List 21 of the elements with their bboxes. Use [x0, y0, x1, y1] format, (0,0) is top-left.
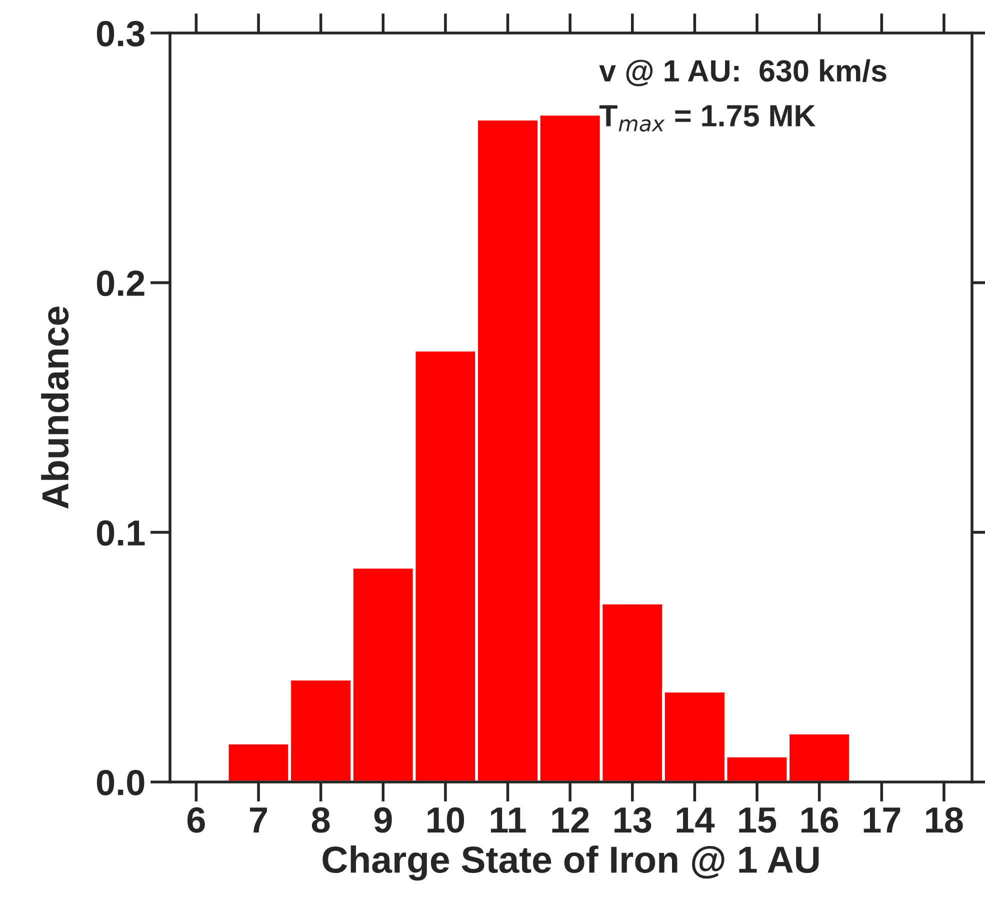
- x-tick-label: 7: [250, 808, 267, 832]
- y-tick-label: 0.3: [96, 20, 144, 47]
- x-tick-label: 14: [676, 808, 715, 832]
- y-tick-label: 0.2: [96, 270, 144, 296]
- x-tick-label: 10: [428, 807, 464, 833]
- annotation: T$_{max}$ = 1.75 MK: [599, 105, 816, 132]
- x-tick-label: 13: [614, 807, 652, 833]
- x-tick-label: 11: [490, 808, 526, 832]
- x-tick-label: 6: [187, 807, 205, 833]
- x-tick-label: 12: [552, 807, 589, 832]
- x-tick-label: 9: [374, 807, 392, 833]
- x-tick-label: 15: [739, 808, 776, 833]
- x-tick-label: 18: [926, 807, 963, 833]
- x-tick-label: 16: [802, 807, 838, 833]
- y-tick-label: 0.1: [96, 520, 145, 546]
- x-tick-label: 8: [312, 807, 330, 833]
- annotation: v @ 1 AU: 630 km/s: [599, 59, 886, 86]
- y-tick-label: 0.0: [96, 770, 144, 796]
- y-axis-title: Abundance: [41, 306, 69, 509]
- x-tick-label: 17: [864, 808, 900, 832]
- x-axis-title: Charge State of Iron @ 1 AU: [322, 845, 819, 881]
